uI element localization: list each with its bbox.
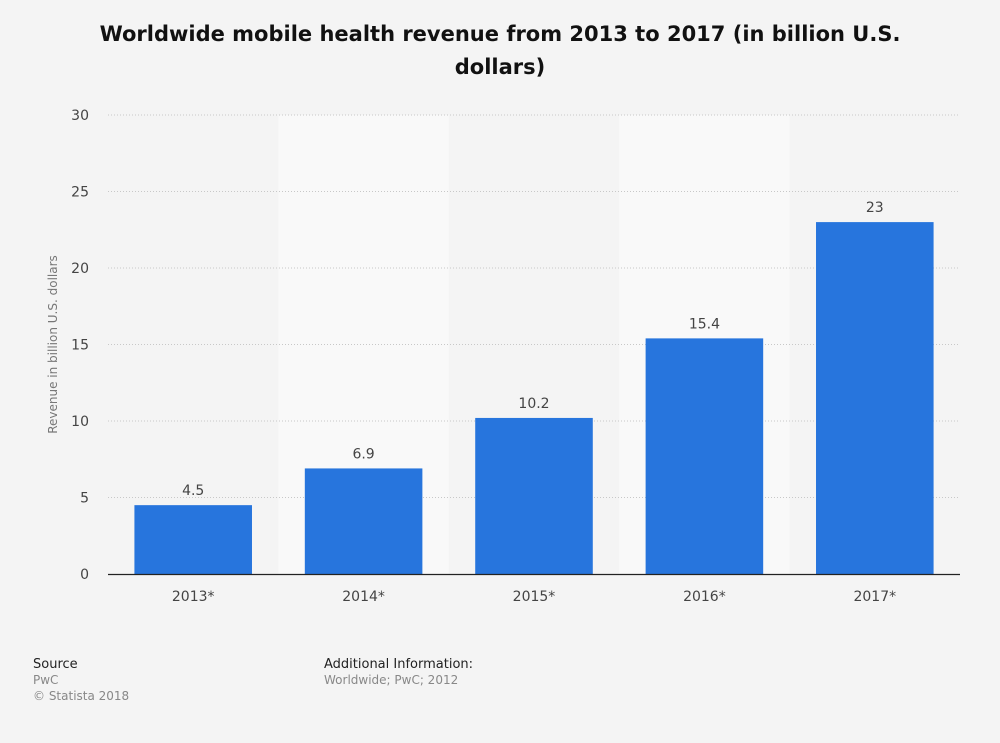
y-axis-label: Revenue in billion U.S. dollars — [46, 255, 60, 434]
additional-info-block: Additional Information: Worldwide; PwC; … — [324, 657, 473, 688]
source-block: Source PwC © Statista 2018 — [33, 657, 129, 704]
bar-2013 — [134, 505, 252, 574]
y-tick-label: 5 — [80, 491, 89, 507]
y-tick-label: 30 — [71, 108, 89, 124]
additional-info-line: Worldwide; PwC; 2012 — [324, 673, 459, 687]
data-label: 23 — [866, 200, 884, 216]
data-label: 10.2 — [518, 396, 549, 412]
x-tick-label: 2014* — [342, 589, 385, 605]
additional-info-heading: Additional Information: — [324, 657, 474, 672]
data-label: 4.5 — [182, 483, 204, 499]
y-tick-label: 20 — [71, 261, 89, 277]
bar-2014 — [304, 468, 423, 574]
y-tick-label: 10 — [71, 414, 89, 430]
bar-2015 — [475, 417, 593, 574]
y-tick-label: 25 — [71, 185, 89, 201]
chart-title: Worldwide mobile health revenue from 201… — [99, 22, 901, 79]
x-tick-label: 2015* — [513, 589, 556, 605]
x-tick-label: 2016* — [683, 589, 726, 605]
y-tick-label: 0 — [80, 567, 89, 583]
bar-2016 — [645, 338, 764, 574]
source-line-publisher: PwC — [33, 673, 59, 687]
x-tick-label: 2017* — [853, 589, 896, 605]
data-label: 15.4 — [689, 316, 720, 332]
bar-2017 — [816, 222, 934, 574]
source-heading: Source — [33, 657, 78, 672]
source-line-copyright: © Statista 2018 — [33, 689, 130, 703]
y-tick-label: 15 — [71, 338, 89, 354]
data-label: 6.9 — [352, 446, 374, 462]
x-tick-label: 2013* — [172, 589, 215, 605]
